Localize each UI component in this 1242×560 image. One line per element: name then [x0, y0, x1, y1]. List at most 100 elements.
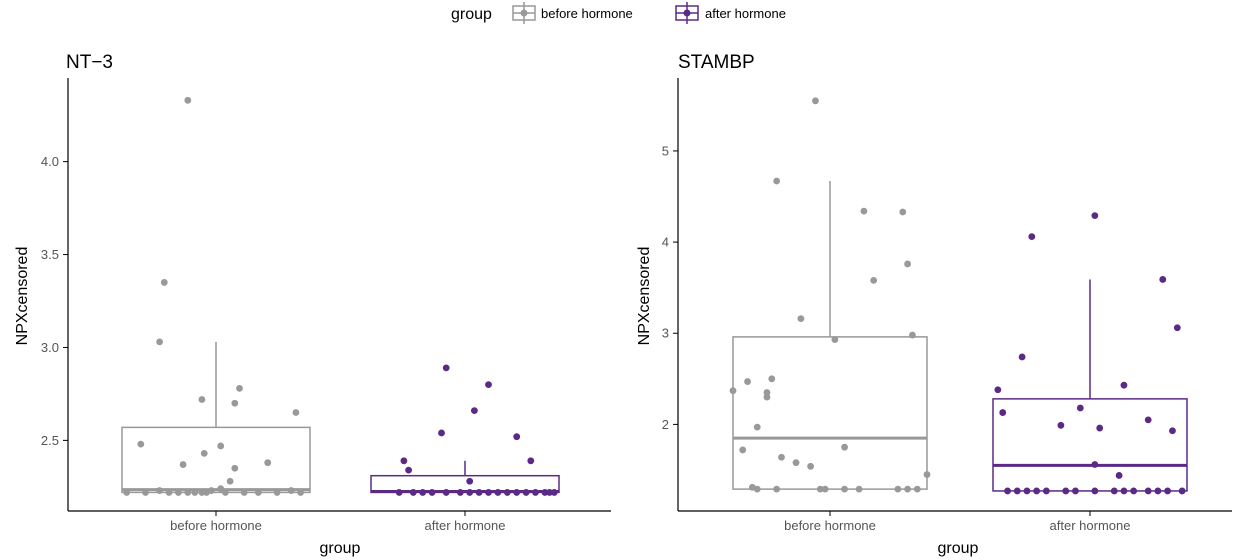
data-point — [438, 429, 445, 437]
y-ticks: 2 3 4 5 — [662, 143, 678, 432]
x-axis-label: group — [938, 540, 979, 557]
y-tick-label: 3 — [662, 326, 669, 341]
data-point — [471, 407, 478, 415]
data-point — [1159, 276, 1167, 283]
data-point — [894, 485, 902, 493]
data-point — [841, 485, 848, 493]
data-point — [240, 489, 248, 496]
data-point — [522, 489, 530, 496]
data-point — [1004, 487, 1011, 495]
legend-key-before-hormone — [512, 2, 536, 24]
data-point — [913, 485, 921, 493]
data-point — [198, 396, 206, 403]
y-tick-label: 2.5 — [41, 433, 59, 448]
y-tick-label: 3.0 — [41, 340, 59, 355]
y-tick-label: 4.0 — [41, 154, 59, 169]
data-point — [179, 461, 187, 468]
data-point — [184, 489, 192, 496]
data-point — [1120, 381, 1128, 389]
data-point — [816, 485, 824, 493]
data-point — [442, 364, 450, 372]
data-point — [1013, 487, 1021, 495]
data-point — [428, 489, 436, 496]
data-point — [1091, 461, 1099, 468]
panel-title: STAMBP — [678, 52, 755, 73]
data-point — [142, 489, 149, 496]
boxes — [121, 341, 560, 494]
data-point — [217, 485, 225, 493]
y-tick-label: 5 — [662, 143, 669, 158]
data-point — [773, 177, 781, 185]
data-point — [264, 459, 272, 467]
data-point — [1096, 424, 1104, 432]
x-ticks: before hormone after hormone — [170, 511, 505, 533]
legend-title: group — [451, 6, 492, 23]
box-iqr — [732, 336, 928, 490]
data-point — [513, 489, 521, 496]
data-point — [1072, 487, 1079, 495]
legend-label-after-hormone: after hormone — [705, 6, 786, 21]
data-point — [165, 489, 173, 496]
data-point — [541, 489, 549, 496]
panel-nt3: NT−3 NPXcensored group 2.5 3.0 3.5 4.0 befo… — [14, 52, 611, 557]
data-point — [1033, 487, 1041, 495]
data-point — [753, 423, 761, 431]
data-point — [773, 485, 781, 493]
data-point — [1076, 404, 1084, 412]
data-point — [994, 386, 1002, 394]
data-point — [222, 489, 229, 496]
data-point — [287, 487, 295, 494]
data-point — [899, 208, 907, 216]
panel-title: NT−3 — [66, 52, 113, 73]
data-point — [395, 489, 403, 496]
legend-key-point — [683, 9, 691, 17]
legend-key-after-hormone — [675, 2, 699, 24]
data-point — [297, 489, 304, 496]
y-ticks: 2.5 3.0 3.5 4.0 — [41, 154, 68, 448]
x-tick-label: after hormone — [425, 518, 506, 533]
data-point — [475, 489, 483, 496]
data-point — [999, 409, 1007, 416]
panel-stambp: STAMBP NPXcensored group 2 3 4 5 before hor… — [636, 52, 1232, 557]
data-point — [123, 489, 131, 496]
data-point — [763, 389, 771, 396]
data-point — [137, 440, 145, 448]
data-point — [405, 466, 412, 474]
data-point — [1178, 487, 1186, 495]
boxes — [732, 181, 1188, 492]
legend: group before hormone after hormone — [451, 2, 786, 24]
x-axis-label: group — [320, 540, 361, 557]
data-point — [184, 96, 192, 104]
data-point — [904, 485, 911, 493]
x-ticks: before hormone after hormone — [784, 511, 1130, 533]
data-point — [485, 489, 492, 496]
data-point — [1057, 421, 1065, 429]
data-point — [1154, 487, 1162, 495]
data-point — [292, 409, 300, 416]
box-iqr — [121, 426, 311, 494]
data-point — [503, 489, 511, 496]
y-tick-label: 4 — [662, 235, 669, 250]
data-point — [1130, 487, 1138, 495]
data-point — [768, 375, 776, 383]
x-tick-label: before hormone — [170, 518, 262, 533]
data-point — [198, 489, 206, 496]
data-point — [527, 457, 535, 465]
x-tick-label: before hormone — [784, 518, 876, 533]
data-point — [207, 487, 215, 494]
data-point — [739, 446, 747, 454]
data-point — [841, 443, 848, 451]
data-point — [532, 489, 539, 496]
y-tick-label: 3.5 — [41, 247, 59, 262]
data-point — [923, 471, 931, 478]
data-point — [466, 477, 474, 485]
y-axis-label: NPXcensored — [14, 247, 31, 346]
data-point — [870, 276, 878, 284]
data-point — [744, 378, 751, 385]
data-point — [231, 399, 239, 407]
data-point — [729, 387, 737, 395]
data-point — [1091, 487, 1099, 495]
y-tick-label: 2 — [662, 417, 669, 432]
data-point — [494, 489, 502, 496]
data-point — [175, 489, 182, 496]
